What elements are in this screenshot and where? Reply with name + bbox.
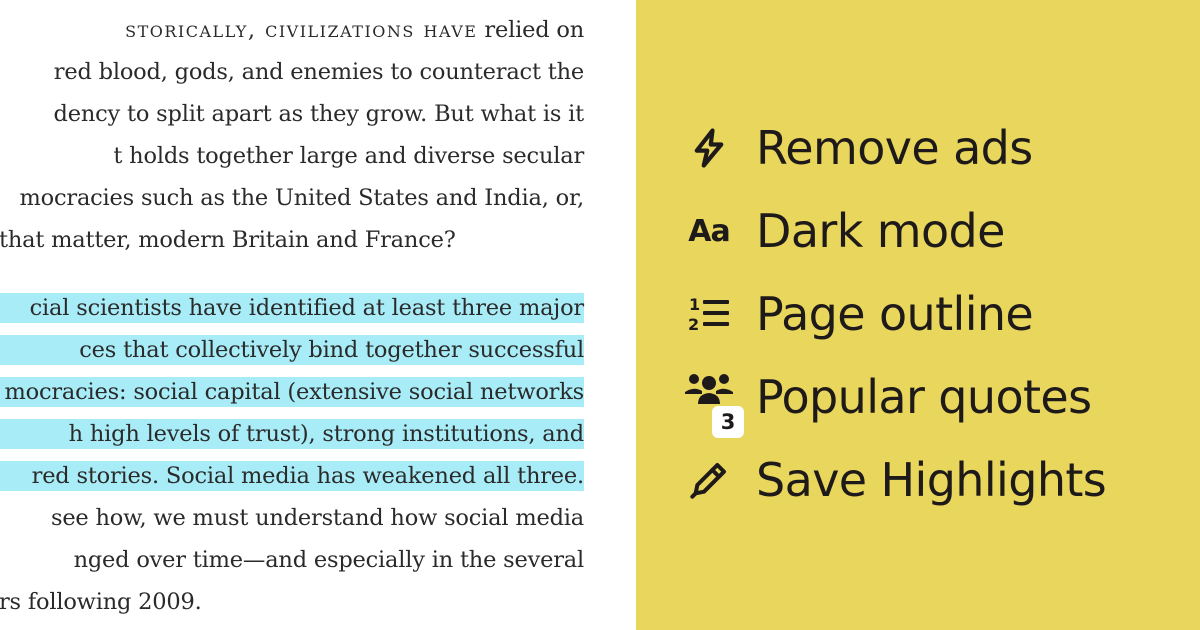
highlighted-line[interactable]: h high levels of trust), strong institut… <box>0 419 584 449</box>
highlighted-line[interactable]: cial scientists have identified at least… <box>0 293 584 323</box>
highlighted-line[interactable]: ces that collectively bind together succ… <box>0 335 584 365</box>
feature-label: Popular quotes <box>756 370 1092 424</box>
feature-remove-ads[interactable]: Remove ads <box>684 118 1033 178</box>
svg-text:2: 2 <box>688 315 699 334</box>
feature-label: Dark mode <box>756 204 1005 258</box>
feature-label: Save Highlights <box>756 453 1107 507</box>
feature-label: Page outline <box>756 287 1034 341</box>
feature-popular-quotes[interactable]: 3 Popular quotes <box>684 367 1092 438</box>
feature-page-outline[interactable]: 1 2 Page outline <box>684 284 1034 344</box>
article-line: red blood, gods, and enemies to countera… <box>53 59 584 85</box>
article-line: nged over time—and especially in the sev… <box>73 547 585 573</box>
highlighted-line[interactable]: red stories. Social media has weakened a… <box>0 461 584 491</box>
svg-text:1: 1 <box>689 295 700 314</box>
quote-count-badge: 3 <box>712 406 744 438</box>
article-line: that matter, modern Britain and France? <box>0 227 456 253</box>
numbered-list-icon: 1 2 <box>684 289 734 339</box>
highlighted-line[interactable]: mocracies: social capital (extensive soc… <box>0 377 584 407</box>
font-size-icon-text: Aa <box>688 213 730 249</box>
article-line: storically, civilizations have relied on <box>125 15 584 45</box>
article-line: see how, we must understand how social m… <box>50 505 584 531</box>
feature-save-highlights[interactable]: Save Highlights <box>684 450 1107 510</box>
article-excerpt: storically, civilizations have relied on… <box>0 15 585 615</box>
article-line: mocracies such as the United States and … <box>19 185 585 211</box>
article-line: t holds together large and diverse secul… <box>113 143 584 169</box>
article-smallcaps-opening: storically, civilizations have <box>125 17 478 43</box>
article-line: dency to split apart as they grow. But w… <box>53 101 585 127</box>
article-line: rs following 2009. <box>0 589 202 615</box>
feature-dark-mode[interactable]: Aa Dark mode <box>684 201 1005 261</box>
feature-label: Remove ads <box>756 121 1033 175</box>
feature-panel: Remove ads Aa Dark mode 1 2 Page outline <box>636 0 1200 630</box>
users-icon: 3 <box>684 372 744 438</box>
pen-icon <box>684 455 734 505</box>
article-line-text: relied on <box>477 17 584 43</box>
lightning-icon <box>684 123 734 173</box>
font-size-icon: Aa <box>684 206 734 256</box>
